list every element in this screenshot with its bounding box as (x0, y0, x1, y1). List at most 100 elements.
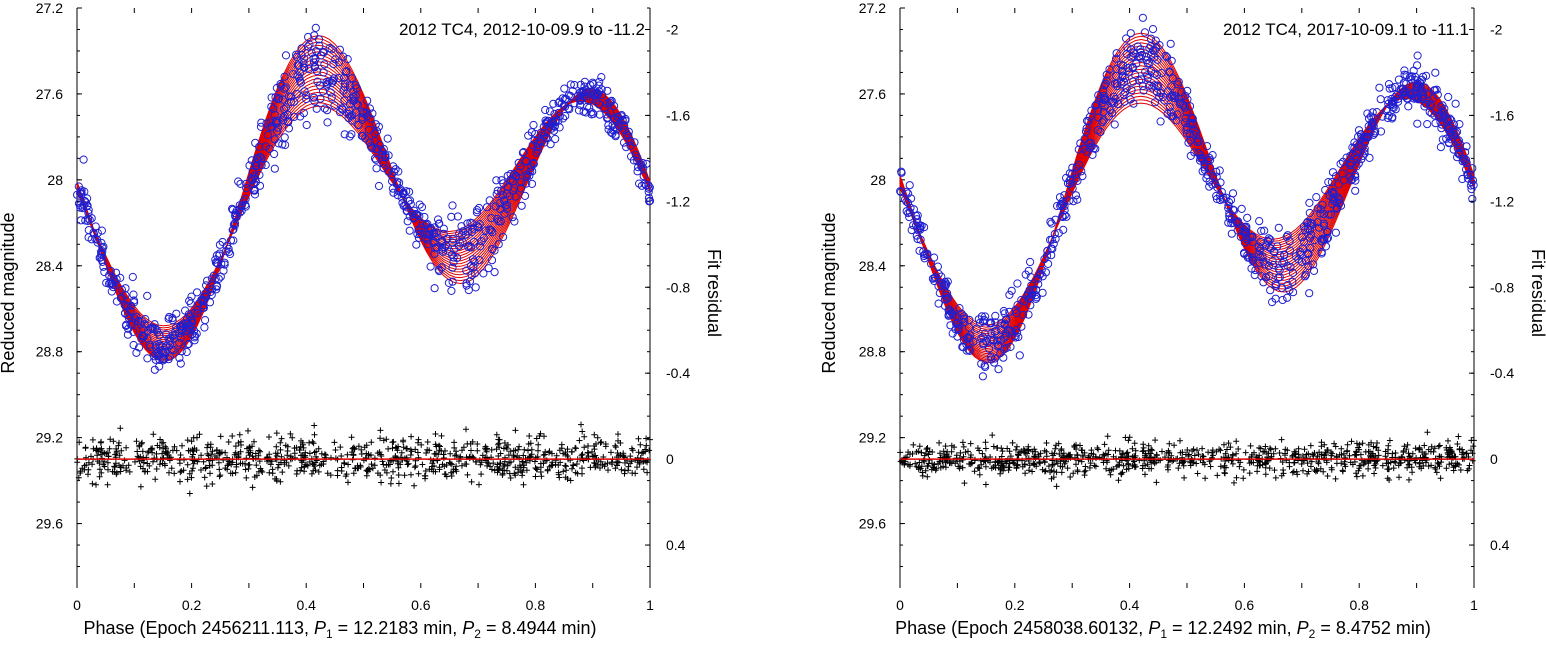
residual-point (1166, 440, 1173, 447)
observation-point (999, 306, 1008, 316)
observation-point (1296, 250, 1305, 259)
observation-point (424, 230, 433, 239)
residual-point (277, 439, 284, 446)
residual-point (597, 439, 604, 446)
residual-point (188, 474, 195, 481)
residual-point (1437, 475, 1444, 482)
observation-point (1206, 156, 1215, 165)
observation-point (1468, 176, 1478, 185)
observation-point (1181, 114, 1190, 123)
residual-point (951, 444, 958, 451)
y2-tick-label: -0.8 (1490, 279, 1514, 295)
observation-point (368, 109, 377, 118)
residual-point (1041, 447, 1048, 454)
observation-point (314, 35, 324, 44)
observation-point (570, 80, 579, 90)
observation-point (83, 202, 92, 211)
residual-point (1225, 440, 1232, 447)
observation-point (164, 314, 173, 323)
residual-point (350, 470, 357, 477)
residual-point (928, 466, 935, 473)
observation-point (144, 326, 153, 335)
observation-point (588, 87, 597, 96)
residual-point (291, 445, 298, 452)
residual-point (638, 450, 645, 457)
observation-point (1118, 71, 1127, 80)
residual-point (976, 471, 983, 478)
residual-point (275, 461, 282, 468)
residual-point (1346, 452, 1353, 459)
residual-point (342, 473, 349, 480)
observation-point (1339, 176, 1349, 185)
x-tick-label: 0.8 (1349, 597, 1369, 613)
observation-point (370, 154, 380, 163)
observation-point (1376, 127, 1386, 136)
residual-point (298, 437, 304, 444)
residual-point (618, 466, 625, 473)
observation-point (352, 84, 361, 93)
observation-point (991, 318, 1000, 327)
residual-point (1385, 446, 1391, 453)
observation-point (143, 354, 152, 363)
observation-point (1336, 159, 1345, 168)
residual-point (1140, 441, 1147, 448)
observation-point (1319, 209, 1328, 219)
residual-point (351, 445, 358, 452)
observation-point (1026, 273, 1035, 282)
residual-point (1194, 447, 1200, 454)
observation-point (1392, 91, 1401, 100)
residual-point (1374, 440, 1380, 446)
residual-point (1221, 441, 1227, 448)
observation-point (1014, 332, 1023, 342)
observation-point (241, 194, 250, 203)
observation-point (1112, 49, 1121, 58)
residual-point (643, 442, 650, 449)
observation-point (1236, 232, 1245, 241)
residual-point (515, 446, 522, 453)
residual-point (116, 462, 123, 469)
observation-point (134, 317, 143, 326)
observation-point (434, 215, 443, 224)
observation-point (1124, 64, 1133, 73)
observation-point (336, 108, 345, 117)
observation-point (1152, 43, 1161, 53)
observation-point (257, 118, 266, 127)
residual-point (1310, 453, 1317, 459)
observation-point (271, 93, 280, 102)
residual-point (1365, 460, 1372, 467)
residual-point (916, 459, 923, 466)
residual-point (1102, 450, 1109, 457)
residual-point (1436, 463, 1443, 470)
observation-point (595, 77, 604, 87)
residual-point (1262, 443, 1269, 450)
observation-point (1424, 96, 1434, 106)
x-axis-title: Phase (Epoch 2458038.60132, P1 = 12.2492… (895, 618, 1431, 641)
residual-point (308, 470, 315, 477)
residual-point (464, 471, 471, 478)
residual-point (540, 452, 547, 459)
residual-point (960, 443, 967, 450)
residual-point (408, 433, 415, 440)
residual-point (216, 466, 223, 473)
observation-point (1150, 81, 1159, 90)
residual-point (1254, 468, 1261, 475)
observation-point (1468, 194, 1477, 203)
residual-point (93, 445, 100, 452)
observation-point (109, 280, 118, 290)
residual-point (1276, 450, 1283, 456)
residual-point (1159, 448, 1165, 455)
residual-point (1236, 463, 1243, 470)
observation-point (177, 322, 186, 331)
observation-point (307, 48, 316, 58)
observation-point (1044, 259, 1053, 268)
observation-point (611, 130, 620, 139)
residual-point (937, 464, 944, 471)
observation-point (554, 98, 563, 108)
y2-tick-label: -0.8 (666, 279, 690, 295)
residual-point (97, 446, 104, 453)
residual-point (1148, 465, 1155, 472)
residual-point (209, 457, 216, 464)
residual-point (331, 439, 338, 446)
observation-point (994, 340, 1003, 350)
observation-point (1383, 105, 1392, 114)
